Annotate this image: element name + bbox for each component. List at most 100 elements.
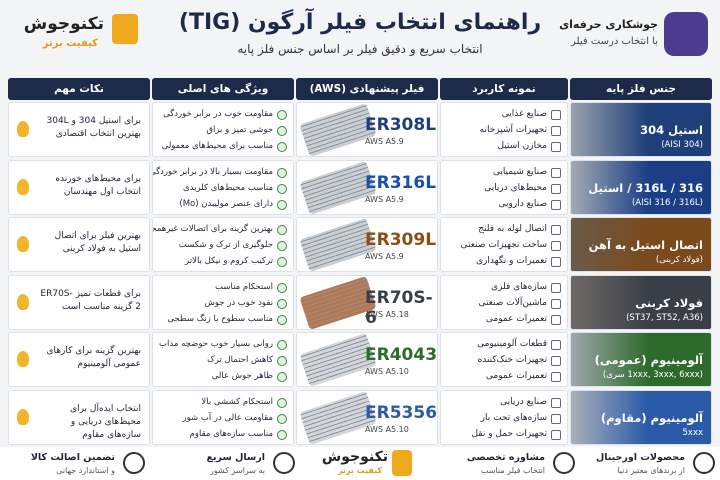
- applications-cell: صنایع غذایی تجهیزات آشپزخانه مخازن استیل: [440, 102, 568, 157]
- column-header: جنس فلز پایه: [570, 78, 712, 100]
- applications-cell: صنایع شیمیایی محیط‌های دریایی صنایع دارویی: [440, 159, 568, 215]
- feature: نفوذ خوب در جوش: [157, 295, 289, 311]
- filler-cell: ER316L AWS A5.9: [296, 159, 438, 215]
- filler-standard: AWS A5.18: [365, 309, 409, 319]
- tip-icon: [17, 121, 29, 137]
- footer-item: تضمین اصالت کالا و استاندارد جهانی: [20, 450, 145, 478]
- features-cell: روانی بسیار خوب حوضچه مذاب کاهش احتمال تر…: [152, 332, 294, 387]
- base-metal-cell: آلومینیوم (مقاوم) 5xxx: [570, 389, 712, 445]
- application: مخازن استیل: [445, 138, 563, 154]
- filler-cell: ER4043 AWS A5.10: [296, 332, 438, 387]
- footer-item: ارسال سریع به سراسر کشور: [170, 450, 295, 478]
- feature: مناسب سازه‌های مقاوم: [157, 426, 289, 442]
- application: صنایع دریایی: [445, 394, 563, 410]
- filler-code: ER308L: [365, 115, 437, 135]
- badge-title: جوشکاری حرفه‌ای: [559, 18, 658, 31]
- brand-slogan: کیفیت برتر: [42, 38, 98, 49]
- column-header: فیلر پیشنهادی (AWS): [296, 78, 438, 100]
- tip: بهترین گزینه برای کارهای عمومی آلومینیوم: [46, 346, 142, 369]
- footer-logo: [392, 450, 412, 476]
- filler-standard: AWS A5.10: [365, 424, 409, 434]
- feature: مقاومت بسیار بالا در برابر خوردگی: [153, 164, 289, 180]
- filler-standard: AWS A5.9: [365, 194, 404, 204]
- base-metal-cell: فولاد کربنی (ST37, ST52, A36): [570, 274, 712, 330]
- feature: مقاومت خوب در برابر خوردگی: [157, 106, 289, 122]
- tip-cell: بهترین گزینه برای کارهای عمومی آلومینیوم: [8, 332, 150, 387]
- base-metal: استیل 304: [640, 123, 703, 137]
- tip-cell: برای قطعات تمیز ER70S-2 گزینه مناسب است: [8, 274, 150, 330]
- footer-icon: [123, 452, 145, 474]
- features-cell: مقاومت خوب در برابر خوردگی جوشی تمیز و بر…: [152, 102, 294, 157]
- application: قطعات آلومینیومی: [445, 336, 563, 352]
- tip-cell: انتخاب ایده‌آل برای محیط‌های دریایی و سا…: [8, 389, 150, 445]
- filler-cell: ER309L AWS A5.9: [296, 217, 438, 272]
- tip-icon: [17, 236, 29, 252]
- filler-code: ER4043: [365, 345, 438, 365]
- feature: بهترین گزینه برای اتصالات غیرهمجنس: [153, 221, 289, 237]
- application: صنایع شیمیایی: [445, 164, 563, 180]
- filler-cell: ER70S-6 AWS A5.18: [296, 274, 438, 330]
- footer-item-subtitle: و استاندارد جهانی: [56, 466, 115, 475]
- footer-item-subtitle: به سراسر کشور: [210, 466, 265, 475]
- base-metal-cell: استیل 304 (AISI 304): [570, 102, 712, 157]
- filler-code: ER5356: [365, 402, 438, 423]
- footer-item-title: محصولات اورجینال: [595, 452, 685, 463]
- application: ماشین‌آلات صنعتی: [445, 295, 563, 311]
- application: محیط‌های دریایی: [445, 180, 563, 196]
- page-title: راهنمای انتخاب فیلر آرگون (TIG): [178, 10, 542, 35]
- footer-item: محصولات اورجینال از برندهای معتبر دنیا: [590, 450, 715, 478]
- base-metal-note: (ST37, ST52, A36): [626, 312, 703, 323]
- footer-item-subtitle: از برندهای معتبر دنیا: [617, 466, 685, 475]
- feature: مناسب سطوح با زنگ سطحی: [157, 311, 289, 327]
- filler-cell: ER308L AWS A5.9: [296, 102, 438, 157]
- features-cell: بهترین گزینه برای اتصالات غیرهمجنسجلوگیر…: [152, 217, 294, 272]
- base-metal-cell: 316 / 316L / استیل (AISI 316 / 316L): [570, 159, 712, 215]
- footer-item: مشاوره تخصصی انتخاب فیلر مناسب: [450, 450, 575, 478]
- feature: ظاهر جوش عالی: [157, 368, 289, 384]
- application: تعمیرات و نگهداری: [445, 253, 563, 269]
- feature: مقاومت عالی در آب شور: [157, 410, 289, 426]
- tip-cell: بهترین فیلر برای اتصال استیل به فولاد کر…: [8, 217, 150, 272]
- base-metal-note: (1xxx, 3xxx, 6xxx سری): [602, 370, 703, 380]
- footer-item-title: مشاوره تخصصی: [466, 452, 545, 463]
- feature: دارای عنصر مولیبدن (Mo): [157, 196, 289, 212]
- application: تجهیزات حمل و نقل: [445, 426, 563, 442]
- feature: ترکیب کروم و نیکل بالاتر: [157, 253, 289, 269]
- footer-item-title: تضمین اصالت کالا: [30, 452, 115, 463]
- base-metal-cell: آلومینیوم (عمومی) (1xxx, 3xxx, 6xxx سری): [570, 332, 712, 387]
- application: صنایع غذایی: [445, 106, 563, 122]
- applications-cell: سازه‌های فلزی ماشین‌آلات صنعتی تعمیرات عمو…: [440, 274, 568, 330]
- base-metal-note: (AISI 304): [661, 140, 703, 150]
- applications-cell: اتصال لوله به فلنج ساخت تجهیزات صنعتی تعمی…: [440, 217, 568, 272]
- filler-code: ER70S-6: [365, 287, 433, 328]
- feature: جوشی تمیز و براق: [157, 122, 289, 138]
- tip: برای استیل 304 و 304L بهترین انتخاب اقتص…: [46, 116, 142, 139]
- badge-icon: [664, 12, 708, 56]
- tip-cell: برای استیل 304 و 304L بهترین انتخاب اقتص…: [8, 102, 150, 157]
- column-header: نکات مهم: [8, 78, 150, 100]
- column-header: ویژگی های اصلی: [152, 78, 294, 100]
- footer-item-subtitle: انتخاب فیلر مناسب: [480, 466, 545, 475]
- base-metal: 316 / 316L / استیل: [588, 180, 703, 195]
- footer-icon: [273, 452, 295, 474]
- application: سازه‌های تحت بار: [445, 410, 563, 426]
- footer-brand-slogan: کیفیت برتر: [337, 466, 382, 475]
- feature: جلوگیری از ترک و شکست: [157, 237, 289, 253]
- filler-cell: ER5356 AWS A5.10: [296, 389, 438, 445]
- page-subtitle: انتخاب سریع و دقیق فیلر بر اساس جنس فلز …: [237, 42, 483, 56]
- feature: روانی بسیار خوب حوضچه مذاب: [157, 336, 289, 352]
- base-metal-cell: اتصال استیل به آهن (فولاد کربنی): [570, 217, 712, 272]
- feature: مناسب برای محیط‌های معمولی: [157, 138, 289, 154]
- application: تعمیرات عمومی: [445, 311, 563, 327]
- tip-icon: [17, 178, 29, 195]
- features-cell: مقاومت بسیار بالا در برابر خوردگی مناسب م…: [152, 159, 294, 215]
- filler-standard: AWS A5.9: [365, 252, 404, 261]
- column-header: نمونه کاربرد: [440, 78, 568, 100]
- brand-name: تکنوجوش: [23, 14, 104, 34]
- features-cell: استحکام کششی بالا مقاومت عالی در آب شور من…: [152, 389, 294, 445]
- tip-icon: [17, 408, 29, 425]
- base-metal-note: 5xxx: [682, 427, 704, 438]
- tip-icon: [17, 351, 29, 367]
- footer-brand-name: تکنوجوش: [321, 449, 388, 465]
